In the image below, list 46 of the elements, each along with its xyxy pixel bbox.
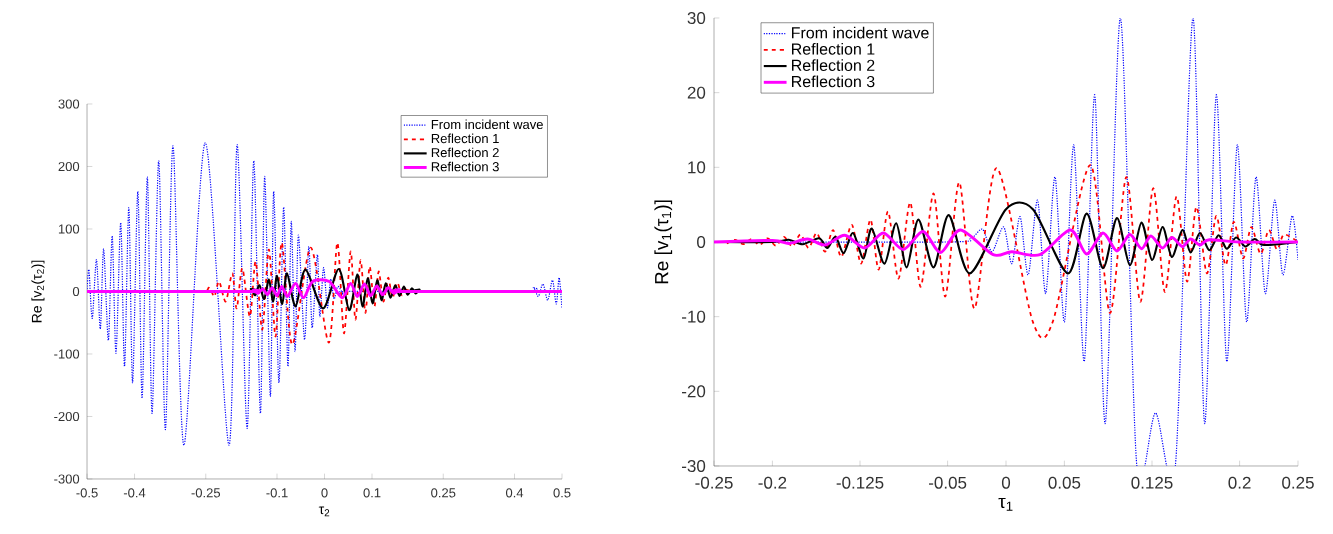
x-tick-label: -0.5 [76,488,98,498]
x-tick-label: 0 [321,488,328,498]
y-tick-label: 300 [58,99,80,109]
x-tick-label: 0.05 [1048,476,1081,489]
x-tick-label: 0 [1001,476,1011,489]
x-tick-label: 0.1 [363,488,381,498]
line-series [714,228,1298,257]
legend-label: Reflection 2 [792,59,875,71]
y-tick-label: -200 [54,411,80,422]
y-tick-label: -100 [54,349,80,359]
x-tick-label: -0.125 [836,476,884,489]
x-tick-label: -0.25 [191,488,221,498]
x-tick-label: 0.2 [1228,476,1251,489]
x-tick-label: -0.2 [758,476,787,489]
x-tick-label: 0.25 [431,488,456,498]
y-tick-label: -30 [682,459,706,472]
y-tick-label: 0 [72,286,80,297]
legend-label: Reflection 1 [431,133,499,144]
x-tick-label: -0.1 [266,488,288,498]
x-tick-label: -0.25 [695,476,733,489]
x-axis-title: τ$_{2}$ [318,506,330,517]
y-tick-label: 20 [687,86,706,99]
legend-label: Reflection 1 [792,43,875,55]
legend-label: Reflection 2 [431,147,499,158]
y-tick-label: 200 [58,161,80,172]
legend-label: From incident wave [792,26,929,39]
x-tick-label: 0.5 [553,488,571,498]
line-series [87,142,563,446]
x-axis-title: τ$_{1}$ [998,497,1013,511]
y-tick-label: 10 [688,161,706,174]
x-tick-label: 0.125 [1131,476,1173,489]
x-tick-label: -0.05 [928,476,967,489]
y-tick-label: -300 [54,474,80,484]
legend-label: Reflection 3 [792,75,875,88]
legend-label: From incident wave [431,119,543,130]
legend-label: Reflection 3 [431,161,499,172]
y-tick-label: -10 [682,310,706,323]
y-axis-title: Re [v$_{2}$(τ$_{2}$)] [31,260,45,323]
x-tick-label: 0.4 [505,488,524,498]
y-tick-label: -20 [682,385,706,398]
y-tick-label: 0 [697,235,706,249]
y-tick-label: 100 [58,224,80,234]
x-tick-label: -0.4 [123,488,146,498]
y-tick-label: 30 [687,11,706,25]
x-tick-label: 0.25 [1282,476,1314,489]
y-axis-title: Re [v$_{1}$(τ$_{1}$)] [654,200,673,284]
